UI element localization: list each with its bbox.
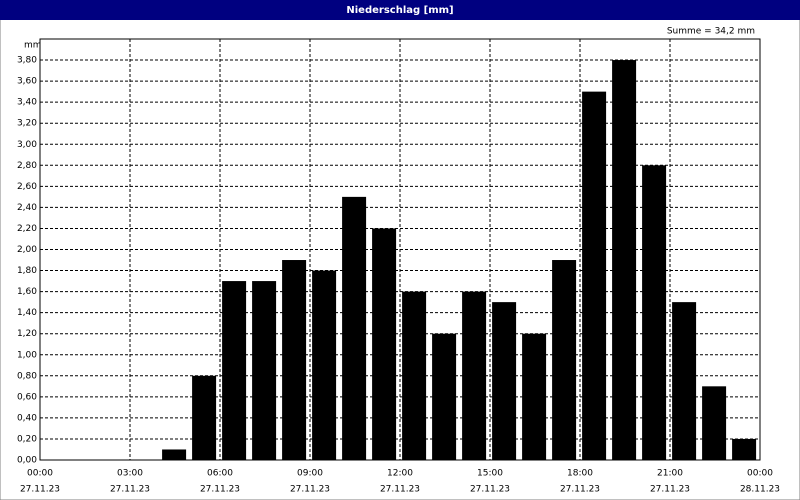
bar [642,165,667,461]
x-tick-label: 18:00 [567,469,593,479]
y-tick-label: 1,40 [17,308,37,318]
bar [192,375,217,460]
bar [732,438,757,460]
y-tick-label: 2,80 [17,161,37,171]
bar [462,291,487,460]
bar [402,291,427,460]
x-tick-date: 27.11.23 [20,485,60,495]
y-tick-label: 3,80 [17,56,37,66]
bar [282,260,307,460]
bar [372,228,397,460]
bar [312,270,337,460]
y-tick-label: 2,40 [17,203,37,213]
x-tick-label: 00:00 [747,469,773,479]
bar [222,281,247,460]
bar [672,302,697,460]
x-tick-label: 00:00 [27,469,53,479]
x-tick-label: 06:00 [207,469,233,479]
y-tick-label: 3,40 [17,98,37,108]
x-tick-label: 09:00 [297,469,323,479]
x-tick-label: 03:00 [117,469,143,479]
y-tick-label: 2,00 [17,245,37,255]
x-tick-label: 21:00 [657,469,683,479]
bar [522,333,547,460]
plot-border [39,38,761,461]
x-tick-date: 27.11.23 [290,485,330,495]
y-tick-label: 0,60 [17,392,37,402]
bar [162,449,187,460]
y-tick-label: 1,00 [17,350,37,360]
x-tick-date: 28.11.23 [740,485,780,495]
bar [612,60,637,461]
x-tick-date: 27.11.23 [650,485,690,495]
x-tick-date: 27.11.23 [110,485,150,495]
y-tick-label: 1,20 [17,329,37,339]
chart-title: Niederschlag [mm] [346,5,453,16]
y-tick-label: 0,40 [17,413,37,423]
y-tick-label: 3,60 [17,77,37,87]
bar [492,302,517,460]
y-tick-label: 1,60 [17,287,37,297]
y-tick-label: 2,60 [17,182,37,192]
y-tick-label: 0,20 [17,434,37,444]
x-tick-date: 27.11.23 [380,485,420,495]
bar [432,333,457,460]
y-axis-label: mm [24,41,42,51]
title-bar [0,0,800,20]
annotation: Summe = 34,2 mm [667,27,755,37]
y-tick-label: 1,80 [17,266,37,276]
bar [342,196,367,460]
x-tick-date: 27.11.23 [560,485,600,495]
x-tick-label: 15:00 [477,469,503,479]
bar [702,386,727,460]
x-tick-label: 12:00 [387,469,413,479]
bar [252,281,277,460]
bar [582,91,607,460]
y-tick-label: 0,00 [17,456,37,466]
y-tick-label: 3,00 [17,140,37,150]
bar [552,260,577,460]
y-tick-label: 0,80 [17,371,37,381]
y-tick-label: 3,20 [17,119,37,129]
x-tick-date: 27.11.23 [470,485,510,495]
x-tick-date: 27.11.23 [200,485,240,495]
y-tick-label: 2,20 [17,224,37,234]
